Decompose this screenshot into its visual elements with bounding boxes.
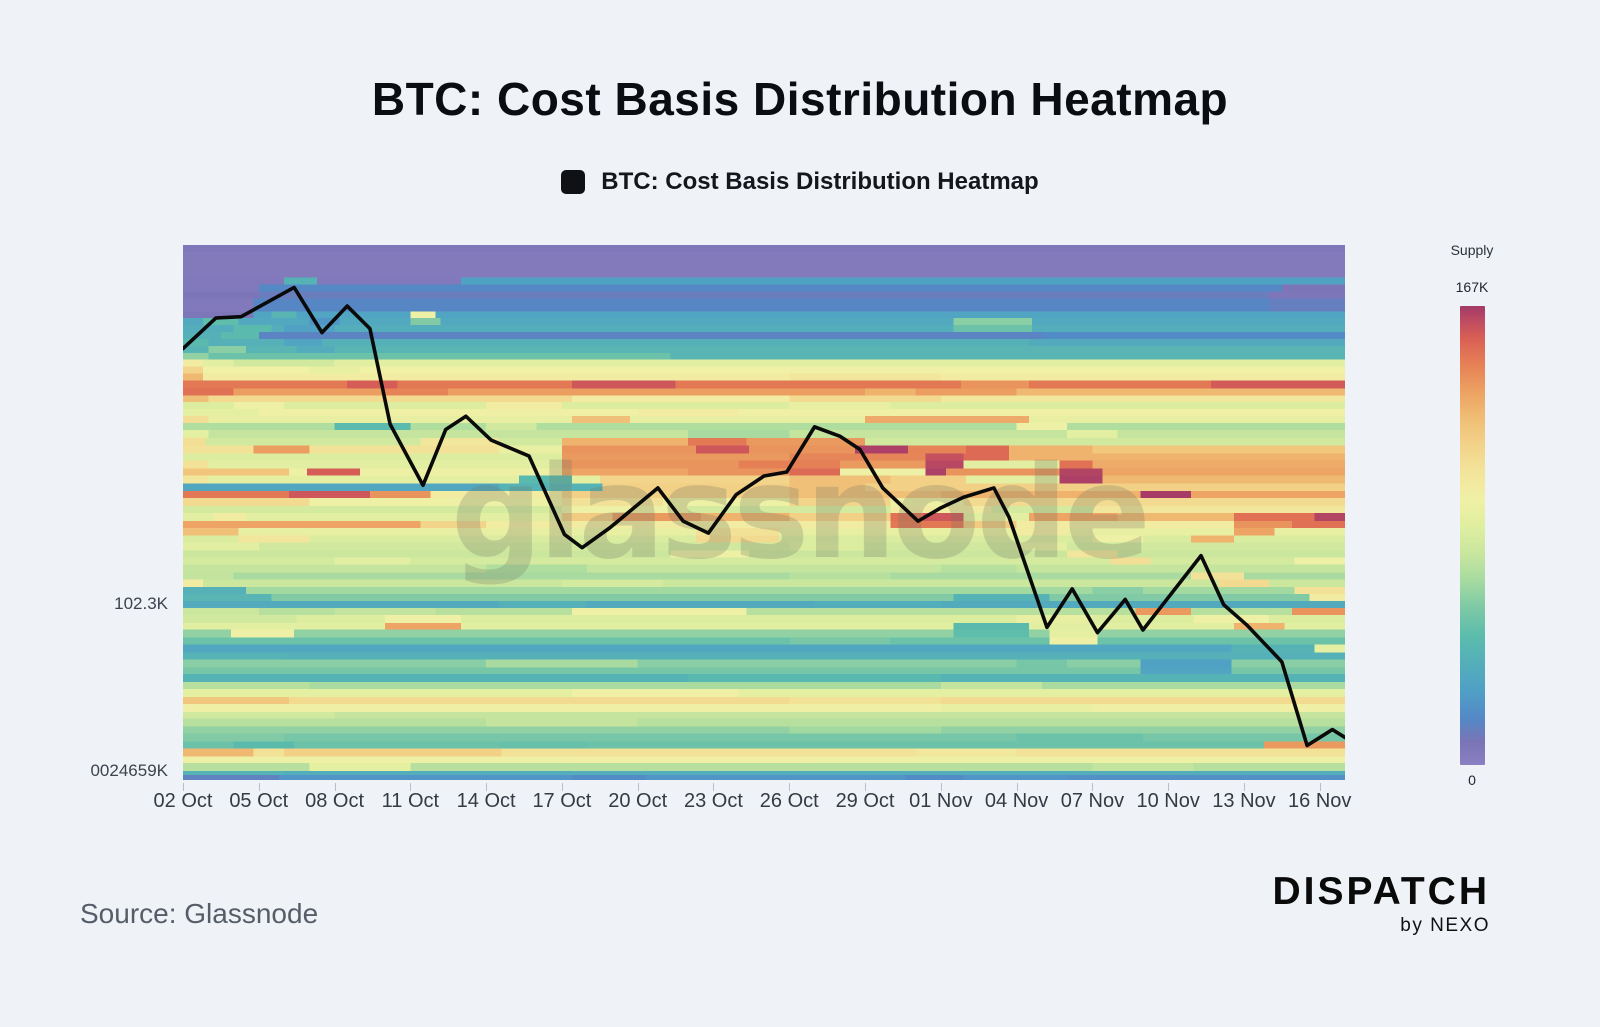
colorbar-max-label: 167K — [1455, 279, 1489, 295]
x-axis-tick — [865, 783, 867, 791]
brand-logo: DISPATCH by NEXO — [1272, 872, 1490, 937]
x-axis-tick — [789, 783, 791, 791]
chart-legend: BTC: Cost Basis Distribution Heatmap — [0, 168, 1600, 196]
page-title: BTC: Cost Basis Distribution Heatmap — [371, 73, 1229, 125]
x-axis-tick-label: 11 Oct — [381, 790, 440, 812]
x-axis-tick — [183, 783, 184, 791]
x-axis-tick-label: 17 Oct — [532, 790, 592, 812]
x-axis-tick — [940, 783, 942, 791]
x-axis-tick — [637, 783, 639, 791]
x-axis-tick-label: 10 Nov — [1136, 790, 1200, 812]
x-axis-tick — [1168, 783, 1170, 791]
x-axis-tick — [258, 783, 260, 791]
x-axis-tick — [1243, 783, 1245, 791]
colorbar-gradient — [1460, 306, 1485, 765]
x-axis-tick-label: 26 Oct — [759, 790, 819, 812]
x-axis-tick — [1319, 783, 1321, 791]
x-axis-tick-label: 20 Oct — [608, 790, 668, 812]
x-axis-tick — [486, 783, 488, 791]
legend-swatch — [561, 170, 586, 194]
x-axis-tick-label: 02 Oct — [153, 790, 213, 812]
x-axis-tick-label: 01 Nov — [909, 790, 973, 812]
x-axis-tick — [334, 783, 336, 791]
colorbar-min-label: 0 — [1468, 772, 1476, 788]
x-axis-tick — [561, 783, 563, 791]
btc-price-line — [183, 285, 1345, 748]
x-axis-tick-label: 29 Oct — [835, 790, 895, 812]
y-axis-label-mid: 102.3K — [114, 594, 168, 613]
brand-name: DISPATCH — [1272, 870, 1490, 913]
colorbar-title: Supply — [1450, 242, 1494, 258]
source-credit: Source: Glassnode — [80, 898, 319, 929]
x-axis-tick — [713, 783, 715, 791]
x-axis-tick-label: 08 Oct — [305, 790, 365, 812]
legend-label: BTC: Cost Basis Distribution Heatmap — [601, 168, 1039, 195]
heatmap-chart: glassnode — [183, 245, 1345, 780]
x-axis-tick — [1016, 783, 1018, 791]
x-axis-tick-label: 16 Nov — [1288, 790, 1352, 812]
x-axis-tick — [410, 783, 412, 791]
y-axis-label-bottom: 0024659K — [90, 761, 168, 780]
x-axis-tick-label: 07 Nov — [1060, 790, 1125, 812]
brand-byline: by NEXO — [1400, 915, 1490, 936]
x-axis-tick-label: 13 Nov — [1212, 790, 1276, 812]
glassnode-watermark: glassnode — [451, 439, 1147, 588]
x-axis-tick — [1092, 783, 1094, 791]
x-axis-tick-label: 05 Oct — [229, 790, 289, 812]
x-axis-tick-label: 14 Oct — [456, 790, 516, 812]
x-axis-tick-label: 04 Nov — [984, 790, 1049, 812]
x-axis-tick-label: 23 Oct — [684, 790, 743, 812]
